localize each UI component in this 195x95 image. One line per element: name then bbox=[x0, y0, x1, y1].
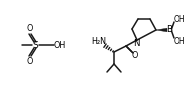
Text: H₂N: H₂N bbox=[91, 38, 106, 46]
Text: OH: OH bbox=[54, 40, 66, 49]
Text: O: O bbox=[132, 51, 138, 61]
Text: S: S bbox=[32, 40, 38, 49]
Text: B: B bbox=[166, 25, 172, 34]
Polygon shape bbox=[156, 28, 167, 32]
Text: O: O bbox=[27, 24, 33, 33]
Text: OH: OH bbox=[173, 36, 185, 46]
Text: OH: OH bbox=[173, 15, 185, 23]
Text: N: N bbox=[133, 40, 139, 49]
Text: O: O bbox=[27, 57, 33, 66]
